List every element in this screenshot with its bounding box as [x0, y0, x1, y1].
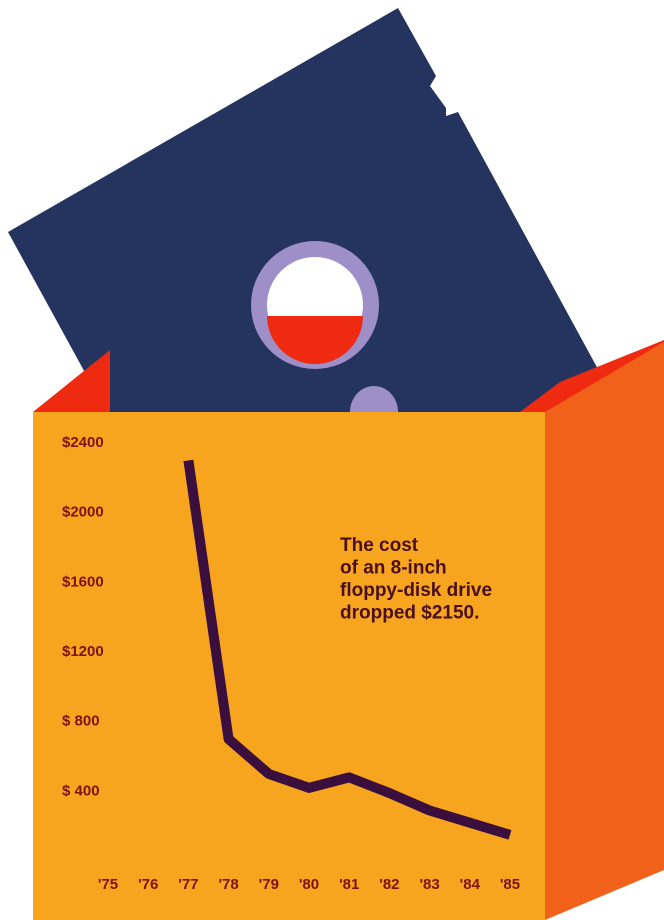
x-tick-label: '77 — [178, 876, 198, 893]
x-tick-label: '85 — [500, 876, 520, 893]
x-tick-label: '78 — [218, 876, 238, 893]
disk-hub-hole-box — [267, 316, 363, 364]
cost-line — [183, 459, 512, 840]
y-tick-label: $1600 — [62, 573, 104, 590]
annotation: dropped $2150. — [340, 603, 479, 624]
x-tick-label: '79 — [259, 876, 279, 893]
box-front-face — [33, 412, 545, 920]
x-tick-label: '81 — [339, 876, 359, 893]
y-tick-label: $2400 — [62, 434, 104, 451]
x-tick-label: '75 — [98, 876, 118, 893]
annotation: floppy-disk drive — [340, 580, 492, 601]
x-tick-label: '80 — [299, 876, 319, 893]
y-tick-label: $ 800 — [62, 713, 100, 730]
y-tick-label: $ 400 — [62, 782, 100, 799]
x-tick-label: '84 — [460, 876, 481, 893]
x-tick-label: '82 — [379, 876, 399, 893]
box-inner-right — [520, 340, 664, 412]
annotation: of an 8-inch — [340, 558, 447, 579]
x-tick-label: '83 — [419, 876, 439, 893]
box-inner-left — [33, 350, 110, 412]
box-right-face — [545, 342, 664, 920]
x-tick-label: '76 — [138, 876, 158, 893]
y-tick-label: $2000 — [62, 504, 104, 521]
annotation: The cost — [340, 535, 419, 556]
y-tick-label: $1200 — [62, 643, 104, 660]
